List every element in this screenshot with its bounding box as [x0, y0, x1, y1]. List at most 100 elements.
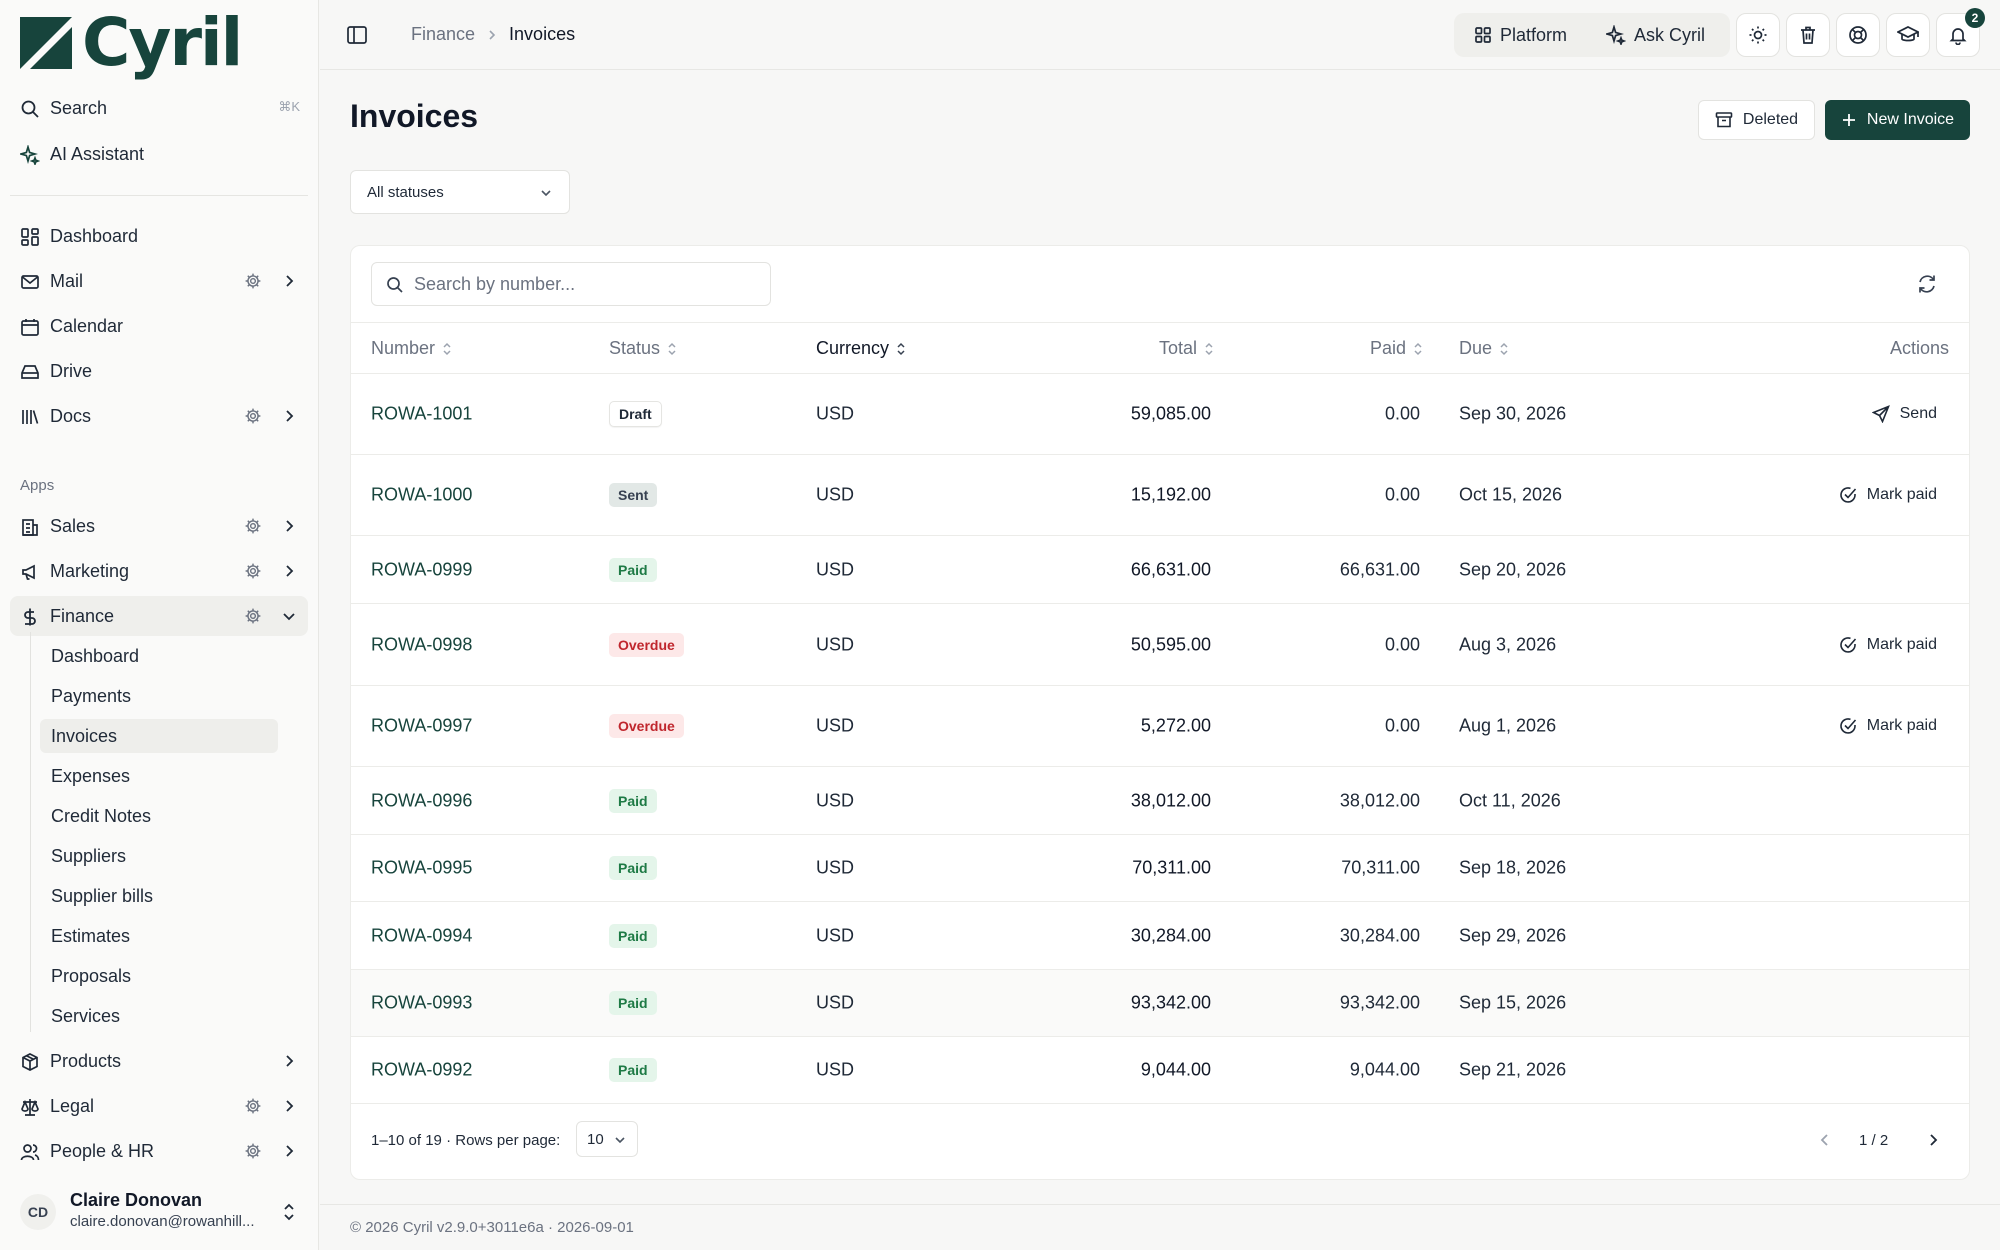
paid-cell: 0.00: [1384, 484, 1420, 505]
new-invoice-button[interactable]: New Invoice: [1825, 100, 1970, 140]
chevron-right-icon[interactable]: [280, 562, 298, 580]
archive-icon: [1715, 112, 1733, 128]
learn-button[interactable]: [1886, 13, 1930, 57]
invoice-number-link[interactable]: ROWA-0995: [371, 857, 473, 878]
send-button[interactable]: Send: [1871, 405, 1937, 423]
column-paid[interactable]: Paid: [1370, 338, 1424, 359]
column-total[interactable]: Total: [1159, 338, 1215, 359]
breadcrumb-finance[interactable]: Finance: [411, 24, 476, 44]
table-row[interactable]: ROWA-1000 Sent USD 15,192.00 0.00 Oct 15…: [351, 455, 1969, 536]
deleted-button[interactable]: Deleted: [1698, 100, 1815, 140]
finance-sub-expenses[interactable]: Expenses: [51, 765, 131, 786]
table-row[interactable]: ROWA-0992 Paid USD 9,044.00 9,044.00 Sep…: [351, 1037, 1969, 1104]
search-input[interactable]: [414, 263, 754, 305]
sidebar-item-sales[interactable]: Sales: [10, 506, 308, 546]
sidebar-ai-assistant[interactable]: AI Assistant: [10, 134, 308, 174]
user-menu[interactable]: CD Claire Donovan claire.donovan@rowanhi…: [10, 1186, 308, 1236]
invoice-number-link[interactable]: ROWA-0997: [371, 715, 473, 736]
chevron-down-icon[interactable]: [280, 607, 298, 625]
finance-sub-dashboard[interactable]: Dashboard: [51, 645, 140, 666]
invoice-number-link[interactable]: ROWA-0992: [371, 1059, 473, 1080]
chevron-down-icon: [615, 1137, 625, 1144]
finance-sub-credit-notes[interactable]: Credit Notes: [51, 805, 152, 826]
currency-cell: USD: [816, 992, 855, 1013]
pagination-bar: 1–10 of 19 · Rows per page: 10 1 / 2: [351, 1104, 1969, 1180]
sidebar-search[interactable]: Search ⌘K: [10, 88, 308, 128]
chevron-right-icon[interactable]: [280, 1052, 298, 1070]
finance-sub-suppliers[interactable]: Suppliers: [51, 845, 127, 866]
finance-sub-estimates[interactable]: Estimates: [51, 925, 131, 946]
trash-button[interactable]: [1786, 13, 1830, 57]
table-row[interactable]: ROWA-0997 Overdue USD 5,272.00 0.00 Aug …: [351, 686, 1969, 767]
finance-sub-payments[interactable]: Payments: [51, 685, 132, 706]
table-row[interactable]: ROWA-0999 Paid USD 66,631.00 66,631.00 S…: [351, 536, 1969, 604]
finance-sub-supplier-bills[interactable]: Supplier bills: [51, 885, 154, 906]
chevron-right-icon[interactable]: [280, 517, 298, 535]
docs-icon: [22, 410, 39, 424]
column-currency[interactable]: Currency: [816, 338, 907, 359]
table-row[interactable]: ROWA-0998 Overdue USD 50,595.00 0.00 Aug…: [351, 604, 1969, 686]
paid-cell: 70,311.00: [1341, 857, 1420, 878]
finance-sub-services[interactable]: Services: [51, 1005, 121, 1026]
column-due[interactable]: Due: [1459, 338, 1510, 359]
sidebar-item-mail[interactable]: Mail: [10, 261, 308, 301]
gear-icon[interactable]: [244, 1097, 262, 1115]
table-row[interactable]: ROWA-0996 Paid USD 38,012.00 38,012.00 O…: [351, 767, 1969, 835]
gear-icon[interactable]: [244, 562, 262, 580]
status-filter-select[interactable]: All statuses: [350, 170, 570, 214]
invoice-number-link[interactable]: ROWA-1001: [371, 403, 473, 424]
sidebar-item-calendar[interactable]: Calendar: [10, 306, 308, 346]
chevron-right-icon[interactable]: [280, 1142, 298, 1160]
refresh-icon[interactable]: [1916, 273, 1938, 295]
calendar-icon: [21, 319, 39, 336]
gear-icon[interactable]: [244, 607, 262, 625]
table-row[interactable]: ROWA-1001 Draft USD 59,085.00 0.00 Sep 3…: [351, 374, 1969, 455]
chevron-right-icon[interactable]: [1924, 1131, 1942, 1149]
table-row[interactable]: ROWA-0995 Paid USD 70,311.00 70,311.00 S…: [351, 835, 1969, 902]
ask-cyril-button[interactable]: Ask Cyril: [1606, 13, 1705, 57]
table-row[interactable]: ROWA-0994 Paid USD 30,284.00 30,284.00 S…: [351, 902, 1969, 970]
help-button[interactable]: [1836, 13, 1880, 57]
sidebar-item-finance[interactable]: Finance: [10, 596, 308, 636]
invoice-number-link[interactable]: ROWA-0994: [371, 925, 473, 945]
sidebar-item-docs[interactable]: Docs: [10, 396, 308, 436]
sort-icon: [668, 342, 676, 355]
scale-icon: [21, 1099, 39, 1116]
chevron-right-icon[interactable]: [280, 272, 298, 290]
graduation-cap-icon: [1897, 26, 1919, 42]
sidebar-item-legal[interactable]: Legal: [10, 1086, 308, 1126]
sidebar-item-marketing[interactable]: Marketing: [10, 551, 308, 591]
gear-icon[interactable]: [244, 517, 262, 535]
invoice-number-link[interactable]: ROWA-0999: [371, 559, 473, 579]
invoice-number-link[interactable]: ROWA-0993: [371, 992, 473, 1013]
platform-button[interactable]: Platform: [1474, 13, 1567, 57]
column-number[interactable]: Number: [371, 338, 453, 359]
gear-icon[interactable]: [244, 272, 262, 290]
finance-sub-invoices[interactable]: Invoices: [40, 719, 278, 753]
gear-icon[interactable]: [244, 1142, 262, 1160]
column-status[interactable]: Status: [609, 338, 678, 359]
invoice-number-link[interactable]: ROWA-1000: [371, 484, 473, 505]
sidebar-toggle-icon[interactable]: [346, 24, 368, 46]
invoice-number-link[interactable]: ROWA-0996: [371, 790, 473, 810]
chevron-right-icon[interactable]: [280, 407, 298, 425]
mark-paid-button[interactable]: Mark paid: [1839, 717, 1937, 735]
chevron-right-icon[interactable]: [280, 1097, 298, 1115]
invoice-number-link[interactable]: ROWA-0998: [371, 634, 473, 654]
notifications-button[interactable]: 2: [1936, 8, 1985, 57]
mark-paid-button[interactable]: Mark paid: [1839, 486, 1937, 504]
deleted-label: Deleted: [1742, 111, 1799, 128]
sidebar-item-label: Sales: [50, 515, 96, 536]
sidebar-item-dashboard[interactable]: Dashboard: [10, 216, 308, 256]
gear-icon[interactable]: [244, 407, 262, 425]
brand-logo[interactable]: Cyril: [20, 10, 243, 76]
theme-toggle-button[interactable]: [1736, 13, 1780, 57]
mark-paid-button[interactable]: Mark paid: [1839, 636, 1937, 654]
sidebar-item-people-hr[interactable]: People & HR: [10, 1131, 308, 1171]
finance-sub-proposals[interactable]: Proposals: [51, 965, 132, 986]
sidebar-item-products[interactable]: Products: [10, 1041, 308, 1081]
rows-per-page-select[interactable]: 10: [576, 1121, 638, 1157]
chevron-left-icon[interactable]: [1816, 1131, 1834, 1149]
table-row[interactable]: ROWA-0993 Paid USD 93,342.00 93,342.00 S…: [351, 970, 1969, 1037]
sidebar-item-drive[interactable]: Drive: [10, 351, 308, 391]
